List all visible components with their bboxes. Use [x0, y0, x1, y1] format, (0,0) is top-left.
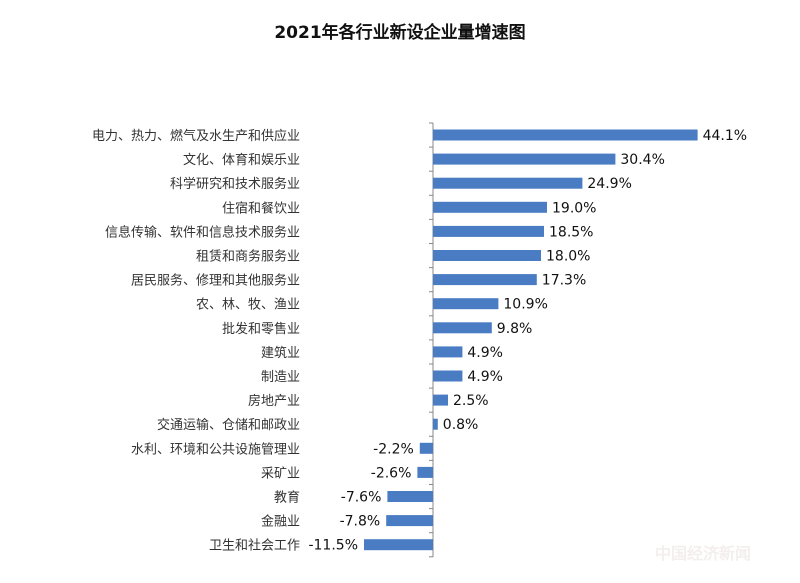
bar: [433, 129, 698, 141]
data-label: 18.5%: [549, 224, 593, 240]
bar: [433, 274, 537, 286]
data-label: -2.2%: [373, 441, 414, 457]
data-label: 18.0%: [546, 249, 590, 265]
data-label: 44.1%: [703, 128, 747, 144]
data-label: 19.0%: [552, 200, 596, 216]
bar: [364, 539, 433, 551]
category-label: 居民服务、修理和其他服务业: [131, 273, 300, 289]
category-label: 房地产业: [248, 393, 300, 409]
bar: [433, 346, 463, 358]
category-label: 教育: [274, 490, 300, 506]
data-label: 10.9%: [503, 297, 547, 313]
bar: [386, 515, 433, 527]
bar: [417, 466, 433, 478]
category-label: 水利、环境和公共设施管理业: [131, 442, 300, 457]
bar: [433, 250, 541, 261]
category-label: 电力、热力、燃气及水生产和供应业: [92, 128, 300, 144]
data-label: -7.8%: [340, 514, 381, 530]
data-label: 24.9%: [587, 176, 631, 192]
category-label: 卫生和社会工作: [209, 538, 300, 554]
bar: [433, 322, 492, 334]
bar: [433, 394, 448, 406]
bar: [433, 225, 544, 237]
bar: [433, 201, 547, 213]
category-label: 批发和零售业: [222, 321, 300, 337]
bar: [433, 153, 616, 165]
data-label: -2.6%: [371, 465, 412, 481]
data-label: 4.9%: [467, 369, 503, 385]
bar: [433, 177, 583, 189]
bar: [387, 491, 433, 502]
data-label: 30.4%: [620, 152, 664, 168]
category-label: 科学研究和技术服务业: [170, 176, 300, 192]
category-label: 文化、体育和娱乐业: [183, 152, 300, 168]
data-label: 2.5%: [453, 393, 489, 409]
data-label: 9.8%: [497, 321, 533, 337]
bar: [433, 370, 463, 382]
watermark-logo: 中国经济新闻: [655, 544, 752, 563]
bar: [419, 442, 433, 454]
category-label: 制造业: [261, 370, 300, 385]
bar: [433, 418, 438, 430]
chart-title: 2021年各行业新设企业量增速图: [274, 23, 526, 43]
category-label: 金融业: [261, 514, 300, 530]
bar: [433, 298, 499, 310]
data-label: 17.3%: [542, 273, 586, 289]
data-label: -7.6%: [341, 490, 382, 506]
category-label: 建筑业: [261, 345, 300, 361]
data-label: -11.5%: [308, 538, 358, 554]
category-label: 农、林、牧、渔业: [196, 298, 300, 313]
data-label: 0.8%: [443, 417, 479, 433]
data-label: 4.9%: [467, 345, 503, 361]
category-label: 交通运输、仓储和邮政业: [157, 417, 300, 433]
category-label: 租赁和商务服务业: [196, 249, 300, 265]
category-label: 住宿和餐饮业: [222, 200, 300, 216]
category-label: 信息传输、软件和信息技术服务业: [105, 224, 300, 240]
category-label: 采矿业: [261, 466, 300, 481]
